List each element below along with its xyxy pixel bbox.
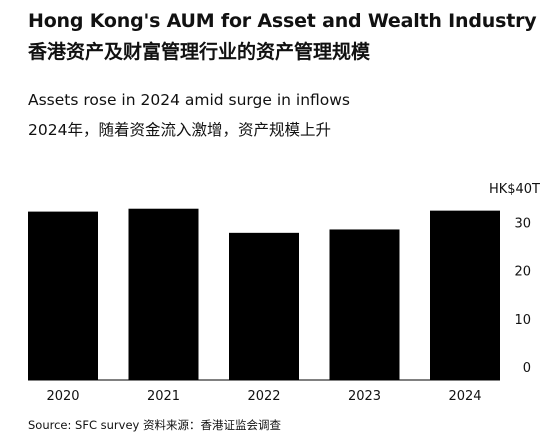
y-tick-label-0: 0 <box>523 361 531 376</box>
x-tick-label-2024: 2024 <box>448 389 481 404</box>
y-unit-label: HK$40T <box>489 182 540 197</box>
bar-2022 <box>229 232 299 380</box>
y-tick-label-10: 10 <box>514 313 531 328</box>
x-tick-label-2021: 2021 <box>147 389 180 404</box>
source-note: Source: SFC survey 资料来源：香港证监会调查 <box>28 418 281 432</box>
chart-title-en: Hong Kong's AUM for Asset and Wealth Ind… <box>28 10 537 32</box>
chart-subtitle-zh: 2024年，随着资金流入激增，资产规模上升 <box>28 121 331 139</box>
bar-2023 <box>329 229 400 380</box>
chart-title-zh: 香港资产及财富管理行业的资产管理规模 <box>28 41 371 63</box>
x-tick-label-2023: 2023 <box>348 389 381 404</box>
bar-2024 <box>430 210 500 380</box>
bar-2021 <box>128 208 199 380</box>
bar-2020 <box>28 211 98 380</box>
chart-subtitle-en: Assets rose in 2024 amid surge in inflow… <box>28 91 351 109</box>
y-tick-label-30: 30 <box>514 216 531 231</box>
x-tick-label-2020: 2020 <box>46 389 79 404</box>
y-tick-label-20: 20 <box>514 265 531 280</box>
x-tick-label-2022: 2022 <box>247 389 280 404</box>
